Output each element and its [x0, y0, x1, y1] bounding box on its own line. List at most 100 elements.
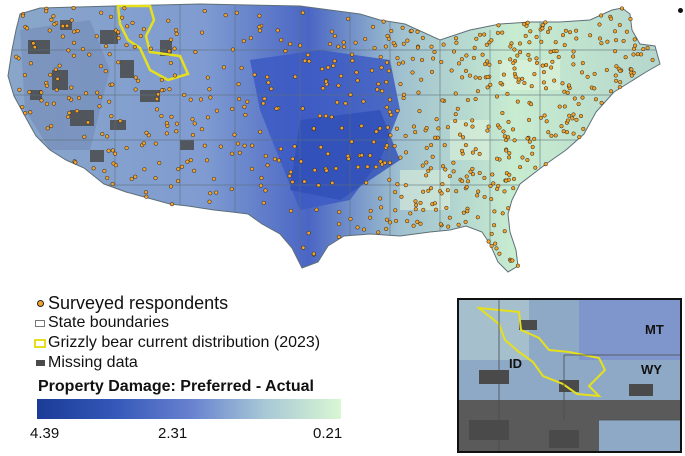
respondent-dot [544, 119, 549, 124]
respondent-dot [614, 64, 619, 69]
respondent-dot [387, 97, 392, 102]
respondent-dot [124, 43, 129, 48]
respondent-dot [455, 106, 460, 111]
respondent-dot [438, 222, 443, 227]
respondent-dot [122, 6, 127, 11]
respondent-dot [493, 241, 498, 246]
respondent-dot [451, 49, 457, 54]
respondent-dot [336, 83, 341, 88]
respondent-dot [401, 60, 406, 65]
inset-label-id: ID [509, 356, 522, 371]
respondent-dot [262, 96, 267, 101]
respondent-dot [329, 114, 334, 120]
respondent-dot [426, 188, 431, 193]
respondent-dot [618, 80, 623, 85]
respondent-dot [51, 101, 56, 106]
respondent-dot [384, 105, 389, 110]
respondent-dot [66, 114, 71, 119]
respondent-dot [174, 129, 179, 134]
respondent-dot [494, 246, 499, 251]
respondent-dot [202, 143, 207, 148]
respondent-dot [463, 219, 468, 224]
respondent-dot [330, 180, 335, 185]
legend: Surveyed respondents State boundaries Gr… [34, 294, 364, 374]
respondent-dot [641, 47, 646, 52]
respondent-dot [470, 118, 475, 123]
respondent-dot [482, 175, 487, 180]
respondent-dot [553, 133, 558, 138]
respondent-dot [447, 174, 452, 179]
respondent-dot [159, 88, 164, 93]
respondent-dot [144, 194, 149, 199]
respondent-dot [387, 160, 392, 165]
respondent-dot [460, 179, 465, 184]
respondent-dot [95, 90, 100, 95]
respondent-dot [501, 129, 506, 134]
respondent-dot [329, 29, 334, 34]
respondent-dot [39, 90, 44, 95]
respondent-dot [488, 183, 493, 189]
respondent-dot [624, 29, 629, 34]
respondent-dot [384, 60, 390, 65]
respondent-dot [453, 112, 458, 117]
respondent-dot [51, 14, 56, 19]
color-scale-bar [37, 399, 341, 419]
respondent-dot [333, 166, 339, 171]
respondent-dot [105, 134, 110, 139]
respondent-dot [428, 166, 433, 171]
respondent-dot [300, 106, 305, 111]
respondent-dot [512, 66, 517, 71]
respondent-dot [356, 165, 361, 170]
respondent-dot [312, 168, 317, 173]
corner-dot [678, 8, 683, 13]
respondent-dot [398, 155, 403, 160]
respondent-dot [257, 24, 262, 30]
respondent-dot [28, 61, 33, 66]
respondent-dot [608, 89, 614, 94]
respondent-dot [477, 151, 482, 156]
respondent-dot [454, 189, 459, 194]
respondent-dot [172, 73, 177, 78]
respondent-dot [116, 30, 121, 35]
respondent-dot [515, 263, 520, 268]
respondent-dot [14, 54, 19, 59]
respondent-dot [504, 148, 509, 153]
respondent-dot [159, 114, 164, 119]
respondent-dot [72, 40, 77, 45]
respondent-dot [20, 105, 25, 110]
respondent-dot [135, 78, 141, 83]
respondent-dot [45, 126, 50, 131]
respondent-dot [541, 70, 546, 75]
respondent-dot [66, 95, 71, 101]
respondent-dot [293, 74, 298, 79]
respondent-dot [413, 199, 418, 204]
respondent-dot [486, 239, 491, 244]
respondent-dot [618, 68, 623, 74]
respondent-dot [477, 75, 482, 81]
respondent-dot [192, 168, 197, 173]
respondent-dot [392, 144, 397, 149]
respondent-dot [525, 157, 530, 163]
respondent-dot [429, 143, 434, 148]
respondent-dot [456, 61, 462, 66]
respondent-dot [385, 33, 390, 38]
respondent-dot [501, 72, 506, 77]
respondent-dot [480, 52, 485, 57]
respondent-dot [496, 183, 501, 188]
respondent-dot [342, 44, 347, 49]
respondent-dot [28, 110, 33, 115]
respondent-dot [492, 223, 497, 228]
legend-missing: Missing data [34, 354, 364, 372]
respondent-dot [527, 139, 532, 144]
respondent-dot [560, 33, 566, 38]
respondent-dot [129, 176, 134, 182]
respondent-dot [554, 49, 559, 54]
respondent-dot [562, 104, 567, 109]
respondent-dot [613, 73, 618, 78]
respondent-dot [619, 6, 625, 11]
respondent-dot [394, 126, 399, 131]
respondent-dot [164, 120, 169, 126]
respondent-dot [477, 32, 483, 37]
respondent-dot [522, 22, 527, 27]
respondent-dot [105, 175, 110, 180]
